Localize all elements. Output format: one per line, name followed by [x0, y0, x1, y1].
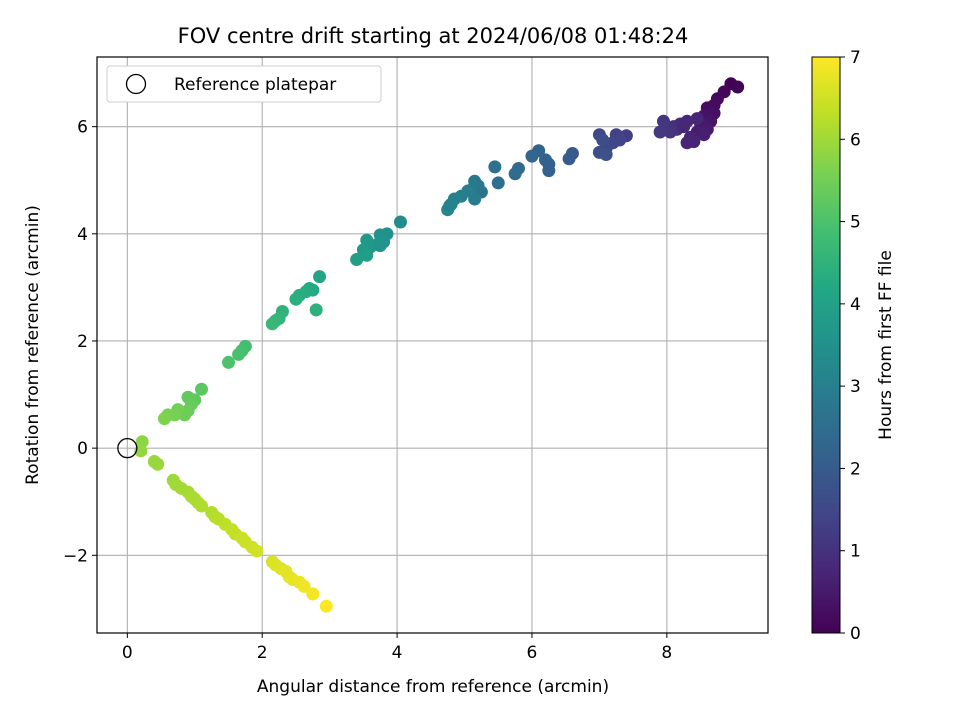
data-point — [491, 176, 505, 190]
data-point — [360, 248, 374, 262]
grid — [97, 57, 768, 633]
x-tick-label: 6 — [527, 643, 538, 663]
data-point — [443, 199, 457, 213]
x-axis-ticks: 0 2 4 6 8 — [122, 633, 672, 663]
colorbar-tick-label: 5 — [850, 213, 861, 233]
data-point — [599, 148, 613, 162]
x-tick-label: 0 — [122, 643, 133, 663]
data-point — [731, 80, 745, 94]
x-tick-label: 4 — [392, 643, 403, 663]
data-point — [488, 160, 502, 174]
data-point — [297, 579, 311, 593]
colorbar-tick-label: 2 — [850, 459, 861, 479]
colorbar-label: Hours from first FF file — [876, 250, 896, 440]
data-point — [680, 136, 694, 150]
y-tick-label: −2 — [63, 546, 88, 566]
data-point — [222, 355, 236, 369]
data-point — [306, 587, 320, 601]
data-point — [195, 382, 209, 396]
data-point — [393, 215, 407, 229]
data-point — [697, 128, 711, 142]
data-point — [525, 149, 539, 163]
colorbar-tick-label: 4 — [850, 295, 861, 315]
data-point — [195, 499, 209, 513]
chart-title: FOV centre drift starting at 2024/06/08 … — [178, 24, 689, 48]
y-tick-label: 4 — [77, 225, 88, 245]
data-point — [677, 120, 691, 134]
data-point — [656, 114, 670, 128]
data-point — [350, 253, 364, 267]
y-axis-label: Rotation from reference (arcmin) — [23, 205, 43, 485]
data-point — [690, 112, 704, 126]
colorbar: 0 1 2 3 4 5 6 7 Hours from first FF file — [811, 48, 896, 644]
x-tick-label: 8 — [661, 643, 672, 663]
y-tick-label: 0 — [77, 439, 88, 459]
data-point — [373, 239, 387, 253]
data-point — [309, 303, 323, 317]
data-point — [134, 444, 148, 458]
data-point — [151, 457, 165, 471]
x-tick-label: 2 — [257, 643, 268, 663]
data-point — [232, 347, 246, 361]
colorbar-tick-label: 7 — [850, 48, 861, 68]
data-point — [289, 292, 303, 306]
data-point — [265, 317, 279, 331]
data-point — [596, 133, 610, 147]
legend: Reference platepar — [106, 65, 382, 103]
colorbar-ticks: 0 1 2 3 4 5 6 7 — [840, 48, 861, 644]
legend-box — [106, 65, 382, 103]
data-point — [542, 164, 556, 178]
data-point — [663, 125, 677, 139]
y-tick-label: 2 — [77, 332, 88, 352]
reference-platepar-marker — [117, 437, 138, 459]
plot-area-frame — [96, 56, 769, 634]
x-axis-label: Angular distance from reference (arcmin) — [257, 677, 609, 697]
colorbar-tick-label: 1 — [850, 542, 861, 562]
colorbar-tick-label: 3 — [850, 377, 861, 397]
data-point — [562, 152, 576, 166]
data-points — [117, 77, 745, 613]
y-tick-label: 6 — [77, 118, 88, 138]
colorbar-gradient — [811, 56, 841, 634]
data-point — [319, 599, 333, 613]
legend-label-reference: Reference platepar — [174, 75, 336, 95]
colorbar-tick-label: 6 — [850, 130, 861, 150]
y-axis-ticks: −2 0 2 4 6 — [63, 118, 97, 566]
legend-marker-reference — [125, 73, 147, 95]
colorbar-tick-label: 0 — [850, 624, 861, 644]
data-point — [313, 270, 327, 284]
data-point — [508, 167, 522, 181]
data-point — [538, 153, 552, 167]
data-point — [653, 125, 667, 139]
data-point — [250, 544, 264, 558]
data-point — [157, 412, 171, 426]
